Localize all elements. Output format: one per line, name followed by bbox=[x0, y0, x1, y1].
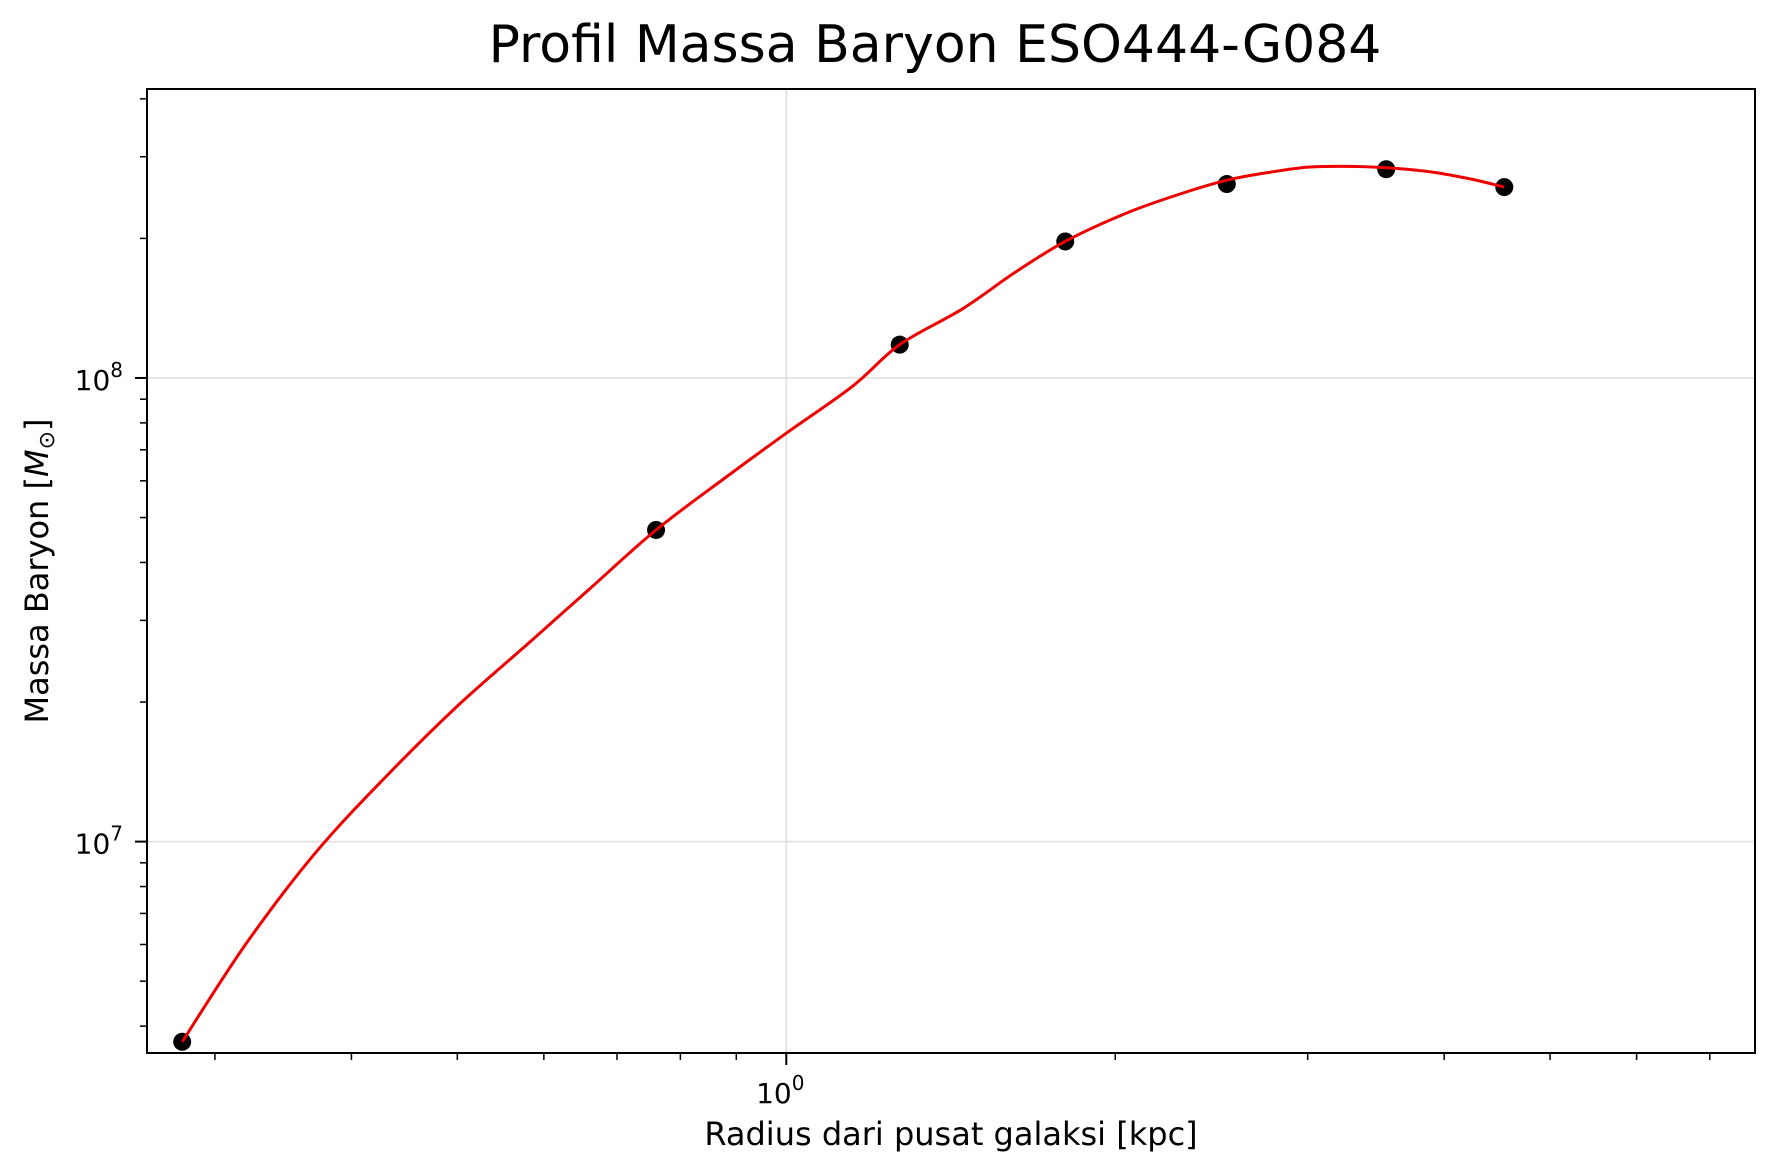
y-tick-label-exp: 7 bbox=[110, 822, 123, 846]
plot-frame bbox=[146, 88, 1756, 1054]
y-axis-label-sub: ⊙ bbox=[35, 431, 60, 449]
plot-area bbox=[173, 160, 1514, 1051]
y-tick-label-base: 10 bbox=[75, 828, 111, 861]
x-tick-label: 100 bbox=[756, 1071, 804, 1110]
chart-title: Profil Massa Baryon ESO444-G084 bbox=[489, 15, 1382, 75]
y-tick-label: 107 bbox=[75, 822, 123, 861]
x-tick-label-exp: 0 bbox=[792, 1071, 805, 1095]
fit-curve-line bbox=[180, 164, 1505, 1043]
data-point bbox=[173, 1032, 192, 1051]
y-axis-label-text: Massa Baryon [ bbox=[18, 477, 56, 724]
y-tick-label-base: 10 bbox=[75, 364, 111, 397]
grid-lines bbox=[147, 89, 1755, 1053]
x-tick-label-base: 10 bbox=[756, 1077, 792, 1110]
y-axis-label-math: M bbox=[18, 449, 56, 477]
x-axis-label: Radius dari pusat galaksi [kpc] bbox=[704, 1115, 1197, 1153]
y-axis-label-close: ] bbox=[18, 418, 56, 430]
y-axis-label: Massa Baryon [M⊙] bbox=[18, 418, 60, 723]
y-tick-label: 108 bbox=[75, 358, 123, 397]
y-tick-label-exp: 8 bbox=[110, 358, 123, 382]
